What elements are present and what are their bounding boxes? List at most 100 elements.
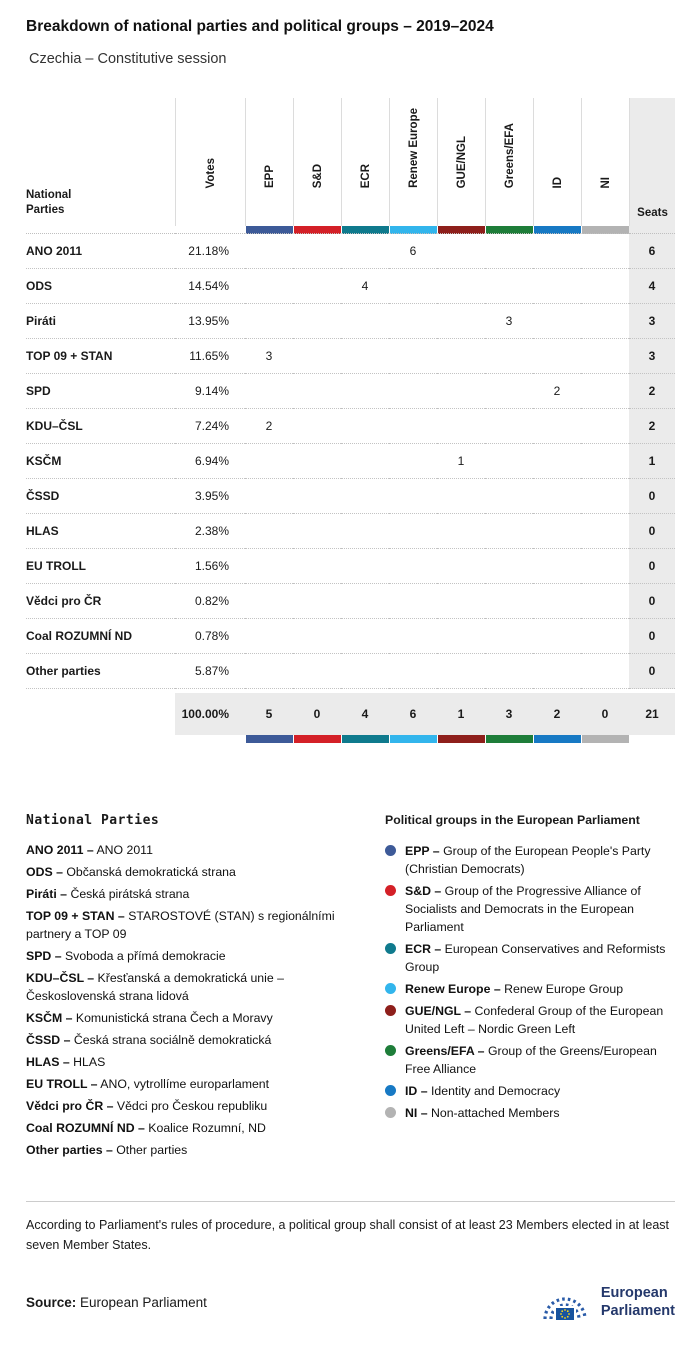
party-name-cell: HLAS xyxy=(26,514,175,549)
party-abbr: TOP 09 + STAN – xyxy=(26,909,125,923)
group-desc: Non-attached Members xyxy=(430,1106,560,1120)
votes-cell: 3.95% xyxy=(175,479,245,514)
seats-cell: 6 xyxy=(629,234,675,269)
group-color-bar xyxy=(533,735,581,743)
group-seats-cell xyxy=(533,269,581,304)
group-seats-cell xyxy=(341,409,389,444)
party-desc: Česká pirátská strana xyxy=(70,887,190,901)
group-color-dot-icon xyxy=(385,885,396,896)
group-seats-cell xyxy=(293,234,341,269)
group-seats-cell xyxy=(245,304,293,339)
group-seats-cell xyxy=(533,409,581,444)
political-groups-legend: Political groups in the European Parliam… xyxy=(385,813,675,1163)
group-color-bar xyxy=(293,735,341,743)
seats-cell: 3 xyxy=(629,339,675,374)
source-row: Source: European Parliament xyxy=(26,1279,675,1325)
group-seats-cell xyxy=(293,339,341,374)
party-desc: Vědci pro Českou republiku xyxy=(116,1099,268,1113)
group-seats-cell xyxy=(389,479,437,514)
group-abbr: ID – xyxy=(405,1084,428,1098)
bar-spacer xyxy=(26,226,175,234)
party-abbr: KSČM – xyxy=(26,1011,73,1025)
group-seats-cell xyxy=(437,269,485,304)
group-seats-cell xyxy=(389,654,437,689)
group-seats-cell xyxy=(533,304,581,339)
group-color-bar xyxy=(341,226,389,234)
votes-cell: 9.14% xyxy=(175,374,245,409)
group-color-dot-icon xyxy=(385,983,396,994)
group-seats-cell xyxy=(389,269,437,304)
total-seats-cell: 21 xyxy=(629,693,675,735)
group-abbr: EPP – xyxy=(405,844,440,858)
group-header-label: Renew Europe xyxy=(407,108,420,188)
group-desc: Group of the Progressive Alliance of Soc… xyxy=(405,884,641,934)
group-seats-cell xyxy=(293,409,341,444)
group-seats-cell xyxy=(293,549,341,584)
column-header-group: NI xyxy=(581,98,629,226)
total-group-seats-cell: 5 xyxy=(245,693,293,735)
group-seats-cell xyxy=(581,514,629,549)
group-seats-cell xyxy=(485,374,533,409)
party-desc: Česká strana sociálně demokratická xyxy=(73,1033,272,1047)
group-seats-cell: 2 xyxy=(533,374,581,409)
party-legend-item: ODS – Občanská demokratická strana xyxy=(26,863,359,881)
group-color-bar xyxy=(341,735,389,743)
party-desc: ANO, vytrollíme europarlament xyxy=(100,1077,270,1091)
group-seats-cell xyxy=(389,549,437,584)
party-desc: Křesťanská a demokratická unie – Českosl… xyxy=(26,971,284,1003)
party-abbr: Coal ROZUMNÍ ND – xyxy=(26,1121,145,1135)
group-seats-cell xyxy=(341,584,389,619)
group-color-bar xyxy=(485,735,533,743)
party-legend-item: Vědci pro ČR – Vědci pro Českou republik… xyxy=(26,1097,359,1115)
total-group-seats-cell: 0 xyxy=(293,693,341,735)
seats-header-label: Seats xyxy=(637,207,668,219)
party-legend-item: KSČM – Komunistická strana Čech a Moravy xyxy=(26,1009,359,1027)
group-seats-cell: 2 xyxy=(245,409,293,444)
party-name-cell: ANO 2011 xyxy=(26,234,175,269)
votes-cell: 7.24% xyxy=(175,409,245,444)
bar-spacer xyxy=(26,735,175,743)
group-seats-cell xyxy=(245,269,293,304)
group-seats-cell xyxy=(389,304,437,339)
group-desc: Group of the Greens/European Free Allian… xyxy=(405,1044,657,1076)
group-seats-cell xyxy=(581,269,629,304)
group-header-label: EPP xyxy=(263,164,276,188)
political-groups-legend-items: EPP – Group of the European People's Par… xyxy=(385,842,675,1122)
group-seats-cell xyxy=(485,584,533,619)
group-seats-cell xyxy=(485,514,533,549)
seats-cell: 0 xyxy=(629,584,675,619)
seats-cell: 0 xyxy=(629,514,675,549)
group-seats-cell: 4 xyxy=(341,269,389,304)
group-seats-cell xyxy=(245,549,293,584)
total-group-seats-cell: 0 xyxy=(581,693,629,735)
total-votes-cell: 100.00% xyxy=(175,693,245,735)
group-seats-cell xyxy=(437,584,485,619)
bar-spacer xyxy=(629,735,675,743)
seats-cell: 0 xyxy=(629,654,675,689)
party-desc: ANO 2011 xyxy=(96,843,153,857)
group-seats-cell xyxy=(341,619,389,654)
group-seats-cell xyxy=(437,619,485,654)
group-seats-cell: 3 xyxy=(245,339,293,374)
party-name-cell: KDU–ČSL xyxy=(26,409,175,444)
group-seats-cell xyxy=(437,339,485,374)
group-color-bar xyxy=(437,735,485,743)
group-legend-item: Greens/EFA – Group of the Greens/Europea… xyxy=(385,1042,675,1078)
party-abbr: Vědci pro ČR – xyxy=(26,1099,114,1113)
column-header-votes: Votes xyxy=(175,98,245,226)
group-seats-cell xyxy=(341,304,389,339)
group-seats-cell xyxy=(581,549,629,584)
party-name-cell: Other parties xyxy=(26,654,175,689)
source-label: Source: xyxy=(26,1294,77,1310)
group-seats-cell xyxy=(293,374,341,409)
group-seats-cell xyxy=(581,374,629,409)
group-legend-item: ID – Identity and Democracy xyxy=(385,1082,675,1100)
party-abbr: Piráti – xyxy=(26,887,68,901)
party-name-cell: ČSSD xyxy=(26,479,175,514)
group-seats-cell xyxy=(437,514,485,549)
group-legend-item: S&D – Group of the Progressive Alliance … xyxy=(385,882,675,936)
group-seats-cell xyxy=(245,654,293,689)
group-desc: Confederal Group of the European United … xyxy=(405,1004,664,1036)
party-abbr: ODS – xyxy=(26,865,63,879)
